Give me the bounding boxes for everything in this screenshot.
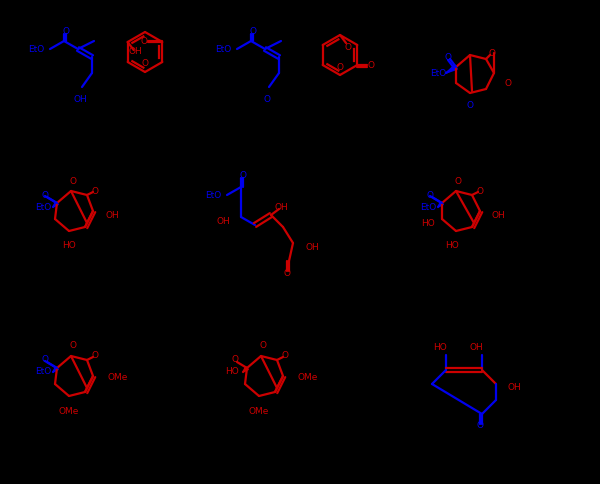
- Text: OMe: OMe: [249, 408, 269, 417]
- Text: EtO: EtO: [28, 45, 44, 54]
- Text: HO: HO: [225, 367, 239, 377]
- Polygon shape: [446, 65, 457, 73]
- Text: O: O: [260, 342, 266, 350]
- Text: O: O: [337, 62, 343, 72]
- Polygon shape: [438, 201, 443, 207]
- Text: HO: HO: [433, 344, 447, 352]
- Text: OH: OH: [73, 94, 87, 104]
- Text: OH: OH: [274, 202, 288, 212]
- Text: O: O: [284, 269, 290, 277]
- Text: O: O: [91, 186, 98, 196]
- Text: HO: HO: [62, 241, 76, 249]
- Text: O: O: [488, 48, 496, 58]
- Text: O: O: [445, 52, 452, 61]
- Text: O: O: [91, 351, 98, 361]
- Text: HO: HO: [421, 218, 435, 227]
- Text: HO: HO: [445, 241, 459, 249]
- Text: OMe: OMe: [59, 408, 79, 417]
- Text: O: O: [368, 60, 375, 70]
- Text: O: O: [239, 170, 247, 180]
- Text: EtO: EtO: [35, 367, 51, 377]
- Text: EtO: EtO: [430, 69, 446, 77]
- Text: O: O: [455, 177, 461, 185]
- Text: EtO: EtO: [420, 202, 436, 212]
- Text: O: O: [41, 191, 49, 199]
- Text: O: O: [70, 177, 77, 185]
- Text: EtO: EtO: [215, 45, 231, 54]
- Text: O: O: [467, 101, 473, 109]
- Text: O: O: [263, 94, 271, 104]
- Text: OH: OH: [492, 211, 506, 220]
- Text: OH: OH: [216, 216, 230, 226]
- Text: O: O: [142, 60, 149, 69]
- Text: O: O: [476, 186, 484, 196]
- Text: O: O: [505, 78, 511, 88]
- Text: O: O: [62, 27, 70, 35]
- Text: OH: OH: [508, 383, 522, 393]
- Polygon shape: [53, 366, 58, 372]
- Text: O: O: [476, 422, 484, 430]
- Text: EtO: EtO: [35, 202, 51, 212]
- Text: EtO: EtO: [205, 191, 221, 199]
- Polygon shape: [243, 366, 248, 372]
- Text: O: O: [232, 356, 239, 364]
- Text: OMe: OMe: [107, 374, 127, 382]
- Text: OH: OH: [129, 47, 143, 57]
- Text: O: O: [70, 342, 77, 350]
- Text: OH: OH: [305, 242, 319, 252]
- Text: OH: OH: [105, 211, 119, 220]
- Text: O: O: [141, 37, 148, 46]
- Text: OH: OH: [469, 344, 483, 352]
- Text: O: O: [344, 43, 352, 51]
- Text: O: O: [281, 351, 289, 361]
- Polygon shape: [53, 201, 58, 207]
- Text: OMe: OMe: [297, 374, 317, 382]
- Text: O: O: [250, 27, 257, 35]
- Text: O: O: [427, 191, 433, 199]
- Text: O: O: [41, 356, 49, 364]
